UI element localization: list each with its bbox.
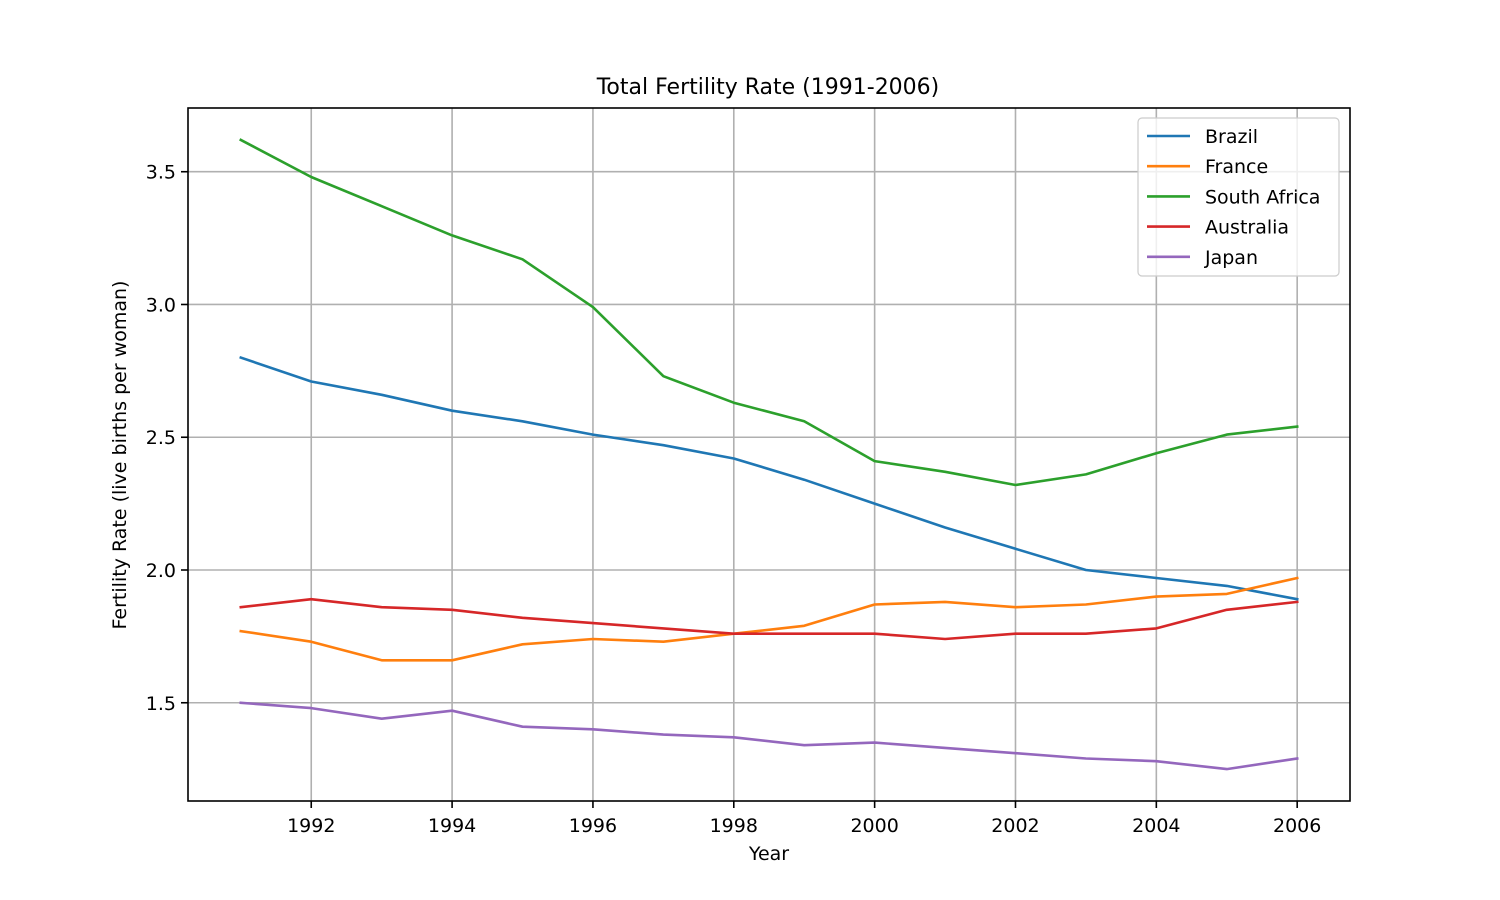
y-tick-label: 1.5: [146, 693, 176, 715]
y-axis-title: Fertility Rate (live births per woman): [109, 281, 131, 630]
x-tick-label: 2006: [1273, 815, 1321, 837]
legend-label-south-africa: South Africa: [1205, 186, 1320, 208]
legend-label-brazil: Brazil: [1205, 126, 1258, 148]
y-tick-label: 2.0: [146, 560, 176, 582]
x-axis-ticks: 1992 1994 1996 1998 2000 2002 2004 2006: [287, 801, 1321, 837]
legend: Brazil France South Africa Australia Japan: [1137, 117, 1340, 277]
series-line-japan: [239, 701, 1299, 771]
x-tick-label: 2004: [1132, 815, 1180, 837]
legend-label-france: France: [1205, 156, 1268, 178]
y-tick-label: 2.5: [146, 427, 176, 449]
x-tick-label: 1992: [287, 815, 335, 837]
x-axis-title: Year: [748, 843, 789, 865]
x-tick-label: 1994: [428, 815, 476, 837]
y-tick-label: 3.0: [146, 294, 176, 316]
y-tick-label: 3.5: [146, 162, 176, 184]
legend-label-japan: Japan: [1204, 247, 1258, 269]
x-tick-label: 1996: [569, 815, 617, 837]
series-line-france: [239, 576, 1299, 662]
legend-label-australia: Australia: [1205, 217, 1289, 239]
series-line-south-africa: [239, 138, 1299, 487]
x-tick-label: 2002: [991, 815, 1039, 837]
series-lines: [239, 138, 1299, 771]
x-tick-label: 1998: [710, 815, 758, 837]
plot-frame: [187, 107, 1351, 802]
series-line-brazil: [239, 355, 1299, 601]
y-axis-ticks: 1.5 2.0 2.5 3.0 3.5: [146, 162, 188, 715]
legend-box: [1137, 117, 1340, 277]
series-line-australia: [239, 597, 1299, 641]
x-tick-label: 2000: [850, 815, 898, 837]
chart-title: Total Fertility Rate (1991-2006): [596, 75, 940, 100]
